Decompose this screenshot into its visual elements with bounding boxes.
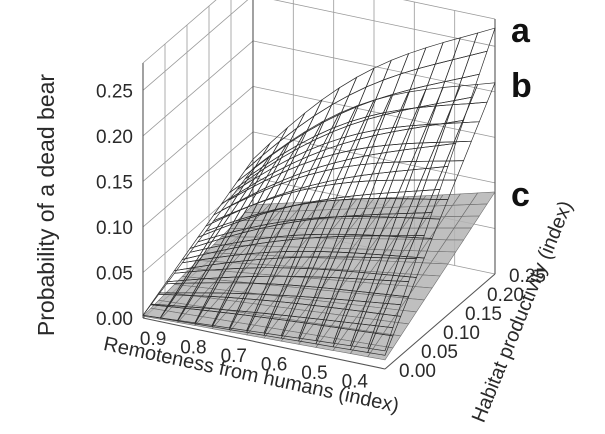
surface-a-patch	[387, 169, 414, 194]
surface-a-patch	[384, 89, 411, 116]
surface-a-patch	[289, 138, 317, 165]
surface-label-b: b	[511, 67, 532, 105]
x-tick-label: 0.7	[221, 346, 247, 367]
surface-a-patch	[282, 155, 309, 181]
surface-a-patch	[420, 122, 447, 149]
y-tick-label: 0.10	[443, 323, 480, 344]
back-wall-horizontal-gridline	[402, 0, 496, 20]
left-wall-horizontal-gridline	[142, 86, 254, 182]
surface-a-patch	[324, 124, 352, 151]
x-tick-label: 0.8	[180, 338, 206, 359]
surface-a-patch	[299, 148, 326, 175]
chart-series-labels: ab c	[511, 12, 532, 214]
surface-b-patch	[212, 201, 240, 222]
back-wall-horizontal-gridline	[252, 86, 496, 138]
surface-a-patch	[367, 325, 394, 352]
z-tick-label: 0.25	[96, 81, 133, 102]
surface-a-patch	[353, 172, 380, 197]
surface-a-patch	[244, 142, 271, 171]
surface-a-patch	[395, 147, 422, 172]
y-tick-label: 0.05	[421, 342, 458, 363]
surface-b-patch	[469, 82, 496, 104]
y-tick-label: 0.15	[465, 304, 502, 325]
y-tick-label: 0.20	[487, 285, 524, 306]
surface-b-patch	[437, 160, 465, 181]
back-wall-horizontal-gridline	[252, 40, 496, 93]
surface-b-patch	[461, 101, 488, 124]
surface-label-c: c	[511, 176, 530, 214]
surface-a-patch	[197, 217, 225, 239]
surface-b-patch	[313, 112, 341, 138]
y-tick-label: 0.25	[509, 266, 546, 287]
z-tick-label: 0.20	[96, 127, 133, 148]
surface-a	[142, 27, 496, 352]
x-tick-label: 0.4	[342, 372, 369, 393]
surface-b-patch	[334, 164, 361, 185]
x-tick-label: 0.9	[140, 329, 166, 350]
surface-a-patch	[326, 158, 353, 183]
x-tick-label: 0.6	[261, 355, 287, 376]
surface-b-patch	[367, 127, 394, 148]
surface-a-patch	[382, 52, 410, 81]
surface-b-patch	[330, 105, 358, 130]
surface-b-patch	[324, 149, 352, 172]
surface-a-patch	[434, 37, 461, 65]
surface-a-patch	[365, 59, 392, 88]
z-tick-label: 0.05	[96, 264, 133, 285]
surface-b-patch	[367, 332, 394, 356]
x-tick-label: 0.5	[301, 363, 327, 384]
surface-a-patch	[309, 162, 336, 187]
surface-b	[142, 82, 496, 356]
surface-a-patch	[357, 79, 385, 107]
surface-label-a: a	[511, 12, 531, 50]
surface-a-patch	[417, 42, 444, 70]
z-tick-label: 0.00	[96, 309, 133, 330]
y-tick-label: 0.00	[399, 361, 436, 382]
chart-ticks: 0.000.050.100.150.200.250.9 0.8 0.7 0.6 0.5 0…	[96, 81, 546, 392]
z-tick-label: 0.10	[96, 218, 133, 239]
surface-a-patch	[461, 50, 488, 79]
z-tick-label: 0.15	[96, 172, 133, 193]
surface-a-patch	[262, 127, 288, 156]
z-axis-label: Probability of a dead bear	[33, 74, 59, 336]
surface-a-patch	[189, 229, 217, 250]
surface-b-patch	[280, 150, 308, 174]
back-wall-horizontal-gridline	[273, 0, 496, 47]
surface-b-patch	[322, 121, 350, 145]
surface-b-patch	[351, 162, 378, 183]
surface-a-patch	[348, 67, 375, 97]
chart-surfaces	[142, 27, 496, 361]
frame-edge	[384, 273, 496, 370]
left-wall-horizontal-gridline	[142, 40, 254, 137]
left-wall-horizontal-gridline	[142, 131, 254, 228]
surface-b-patch	[272, 164, 300, 188]
left-wall-horizontal-gridline	[142, 0, 217, 64]
surface-a-patch	[330, 76, 358, 106]
surface-a-patch	[370, 170, 397, 195]
left-wall-horizontal-gridline	[142, 0, 249, 91]
surface-a-patch	[322, 94, 350, 123]
surface-a-patch	[444, 55, 471, 83]
surface-a-patch	[426, 59, 454, 86]
frame-edge	[142, 317, 386, 370]
surface-a-patch	[452, 32, 479, 61]
